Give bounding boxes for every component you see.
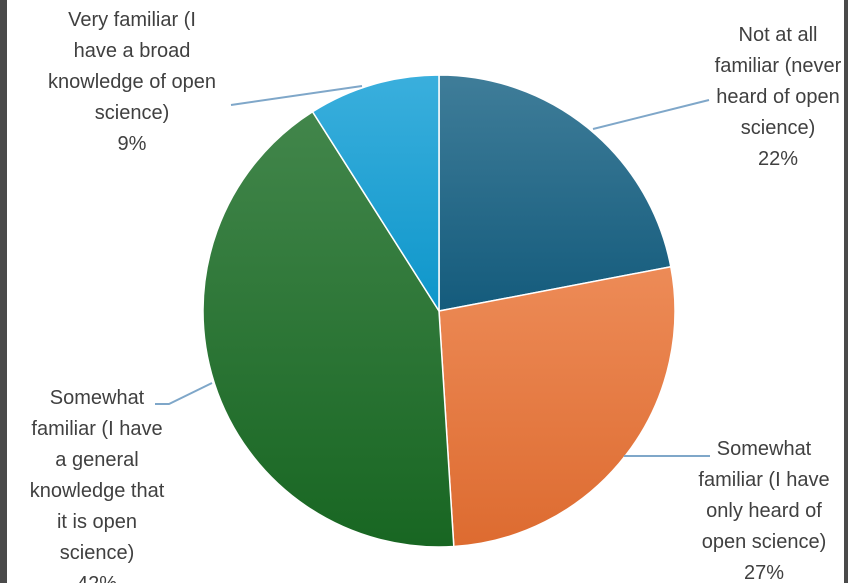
- leader-line-not-at-all-familiar-never-heard-of-open-: [592, 99, 710, 130]
- pie-slice-somewhat-familiar-i-have-a-general-knowl[interactable]: [202, 110, 455, 548]
- data-label-value: 9%: [118, 133, 147, 155]
- data-label-line: Somewhat: [717, 438, 812, 460]
- data-label-value: 42%: [77, 573, 117, 583]
- pie-slice-very-familiar-i-have-a-broad-knowledge-o[interactable]: [311, 74, 440, 314]
- pie-chart: Not at all familiar (never heard of open sc…: [30, 9, 842, 583]
- data-label-line: familiar (I have: [31, 418, 162, 440]
- data-label-line: science): [95, 102, 169, 124]
- data-label-line: knowledge that: [30, 480, 165, 502]
- data-label-value: 22%: [758, 148, 798, 170]
- data-label-line: heard of open: [716, 86, 839, 108]
- data-label-somewhat-familiar-i-have-only-heard-of-o: Somewhat familiar (I have only heard of ope…: [698, 438, 829, 583]
- pie-slice-somewhat-familiar-i-have-only-heard-of-o[interactable]: [438, 265, 676, 548]
- data-label-line: Very familiar (I: [68, 9, 196, 31]
- data-label-line: science): [741, 117, 815, 139]
- pie-slice-not-at-all-familiar-never-heard-of-open-[interactable]: [438, 74, 672, 312]
- data-label-line: familiar (I have: [698, 469, 829, 491]
- leader-line-somewhat-familiar-i-have-a-general-knowl: [155, 382, 213, 405]
- data-label-line: Somewhat: [50, 387, 145, 409]
- data-label-line: it is open: [57, 511, 137, 533]
- data-label-very-familiar-i-have-a-broad-knowledge-o: Very familiar (I have a broad knowledge of…: [48, 9, 216, 155]
- leader-line-very-familiar-i-have-a-broad-knowledge-o: [230, 85, 363, 106]
- data-label-line: familiar (never: [715, 55, 842, 77]
- data-label-line: Not at all: [739, 24, 818, 46]
- data-label-line: a general: [55, 449, 138, 471]
- data-label-line: science): [60, 542, 134, 564]
- data-label-line: only heard of: [706, 500, 822, 522]
- data-label-not-at-all-familiar-never-heard-of-open-: Not at all familiar (never heard of open sc…: [715, 24, 842, 170]
- data-label-line: knowledge of open: [48, 71, 216, 93]
- data-label-line: open science): [702, 531, 827, 553]
- data-label-somewhat-familiar-i-have-a-general-knowl: Somewhat familiar (I have a general knowled…: [30, 387, 165, 583]
- data-label-value: 27%: [744, 562, 784, 583]
- data-label-line: have a broad: [74, 40, 191, 62]
